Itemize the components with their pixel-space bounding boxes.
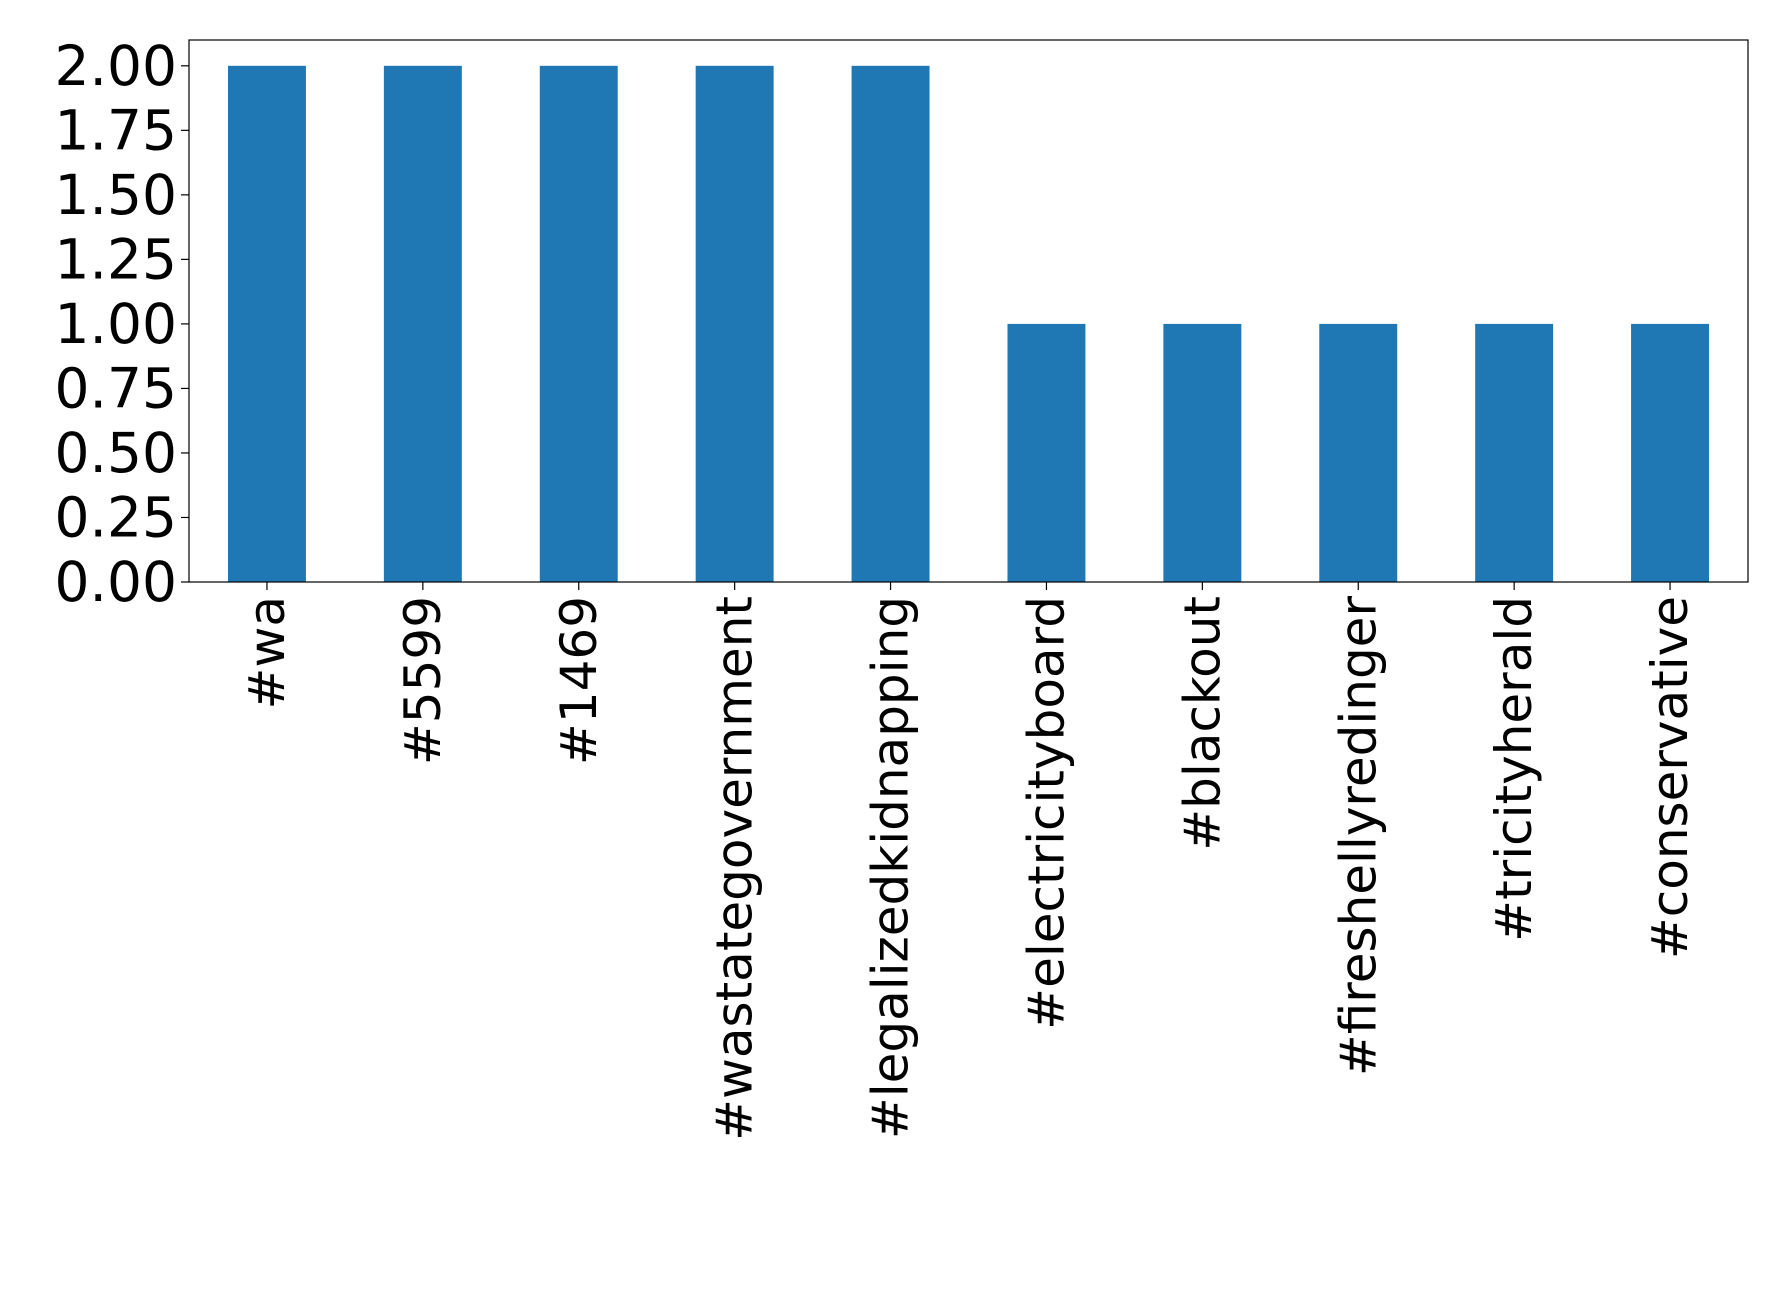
- bar-3: [695, 65, 774, 583]
- y-tick-label-8: 2.00: [55, 34, 177, 98]
- x-tick-label-1: #5599: [394, 596, 452, 765]
- bar-0: [227, 65, 306, 583]
- bar-7: [1319, 323, 1398, 582]
- x-tick-label-9: #conservative: [1641, 596, 1699, 959]
- x-tick-label-6: #blackout: [1173, 596, 1231, 851]
- bars: [227, 65, 1710, 583]
- x-axis: #wa #5599 #1469 #wastategovernment #legalize…: [238, 582, 1699, 1141]
- y-tick-label-3: 0.75: [55, 356, 177, 420]
- bar-6: [1163, 323, 1242, 582]
- y-tick-label-7: 1.75: [55, 98, 177, 162]
- y-tick-label-1: 0.25: [55, 485, 177, 549]
- bar-5: [1007, 323, 1086, 582]
- y-tick-label-4: 1.00: [55, 292, 177, 356]
- bar-9: [1631, 323, 1710, 582]
- y-tick-label-0: 0.00: [55, 550, 177, 614]
- x-tick-label-4: #legalizedkidnapping: [862, 596, 920, 1139]
- x-tick-label-5: #electricityboard: [1017, 596, 1075, 1030]
- plot-frame: [188, 39, 1749, 583]
- bar-1: [383, 65, 462, 583]
- x-tick-label-2: #1469: [550, 596, 608, 765]
- x-tick-label-0: #wa: [238, 596, 296, 709]
- x-tick-label-8: #tricityherald: [1485, 596, 1543, 942]
- x-tick-label-7: #fireshellyredinger: [1329, 596, 1387, 1077]
- y-axis: 0.000.250.500.751.001.251.501.752.00: [55, 34, 189, 614]
- y-tick-label-5: 1.25: [55, 227, 177, 291]
- x-tick-label-3: #wastategovernment: [706, 596, 764, 1141]
- bar-4: [851, 65, 930, 583]
- y-tick-label-2: 0.50: [55, 421, 177, 485]
- bar-2: [539, 65, 618, 583]
- y-tick-label-6: 1.50: [55, 163, 177, 227]
- bar-8: [1475, 323, 1554, 582]
